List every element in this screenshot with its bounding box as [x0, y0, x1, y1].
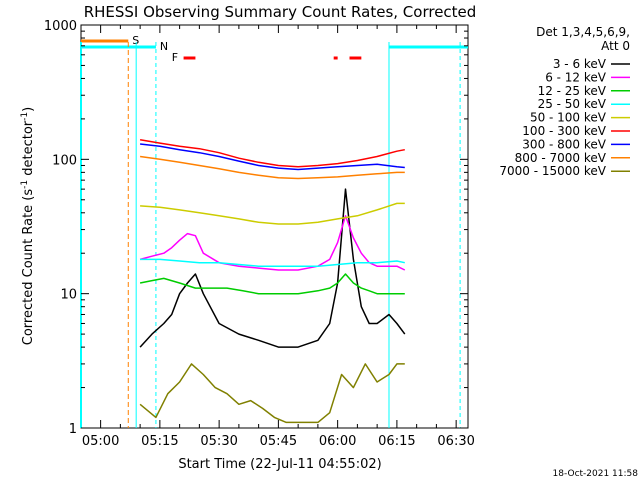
x-tick-label: 05:30 [200, 434, 237, 449]
x-tick-label: 05:45 [260, 434, 297, 449]
footer-date: 18-Oct-2021 11:58 [553, 469, 639, 479]
legend-label: 3 - 6 keV [553, 57, 607, 71]
attenuator-flags: S NF [81, 34, 468, 64]
saa-flag-label: S [132, 34, 139, 47]
legend-label: 800 - 7000 keV [515, 151, 607, 165]
y-axis-label-sup2: -1 [20, 112, 30, 121]
x-tick-label: 05:15 [141, 434, 178, 449]
legend-header-line1: Det 1,3,4,5,6,9, [536, 25, 630, 39]
y-axis-label-main: Corrected Count Rate (s [21, 189, 36, 346]
y-tick-label: 10 [60, 288, 77, 303]
y-axis-label-end: ) [21, 107, 36, 112]
chart-title: RHESSI Observing Summary Count Rates, Co… [84, 3, 477, 21]
x-tick-label: 06:00 [319, 434, 356, 449]
series-line-8 [139, 363, 405, 424]
legend-label: 100 - 300 keV [522, 124, 606, 138]
x-axis-label: Start Time (22-Jul-11 04:55:02) [178, 457, 381, 472]
legend-label: 50 - 100 keV [530, 111, 607, 125]
series-line-6 [140, 143, 405, 171]
legend-label: 6 - 12 keV [545, 70, 607, 84]
y-tick-label: 1000 [44, 19, 77, 34]
series-line-5 [139, 138, 405, 168]
y-axis-label-sup1: -1 [20, 180, 30, 189]
legend-label: 7000 - 15000 keV [499, 164, 606, 178]
series-line-0 [139, 188, 406, 348]
night-flag-label: N [160, 40, 168, 53]
series-line-4 [140, 202, 405, 225]
y-tick-label: 1 [69, 422, 77, 437]
y-tick-label: 100 [52, 153, 77, 168]
flare-flag-label: F [172, 51, 178, 64]
legend-label: 25 - 50 keV [538, 97, 607, 111]
legend-header-line2: Att 0 [601, 39, 630, 53]
series-line-3 [140, 258, 405, 267]
x-tick-label: 06:15 [378, 434, 415, 449]
legend-label: 12 - 25 keV [538, 84, 607, 98]
y-axis-label: Corrected Count Rate (s-1 detector-1) [20, 107, 36, 345]
series-line-2 [139, 273, 405, 295]
x-axis-ticks: 05:00 05:15 05:30 05:45 06:00 06:15 06:30 [82, 25, 475, 449]
legend-label: 300 - 800 keV [522, 137, 606, 151]
x-tick-label: 05:00 [82, 434, 119, 449]
x-tick-label: 06:30 [437, 434, 474, 449]
series-line-7 [139, 155, 405, 180]
y-axis-label-mid: detector [21, 120, 36, 180]
y-axis-ticks: 1 10 100 1000 [44, 19, 468, 437]
data-series [139, 138, 406, 424]
